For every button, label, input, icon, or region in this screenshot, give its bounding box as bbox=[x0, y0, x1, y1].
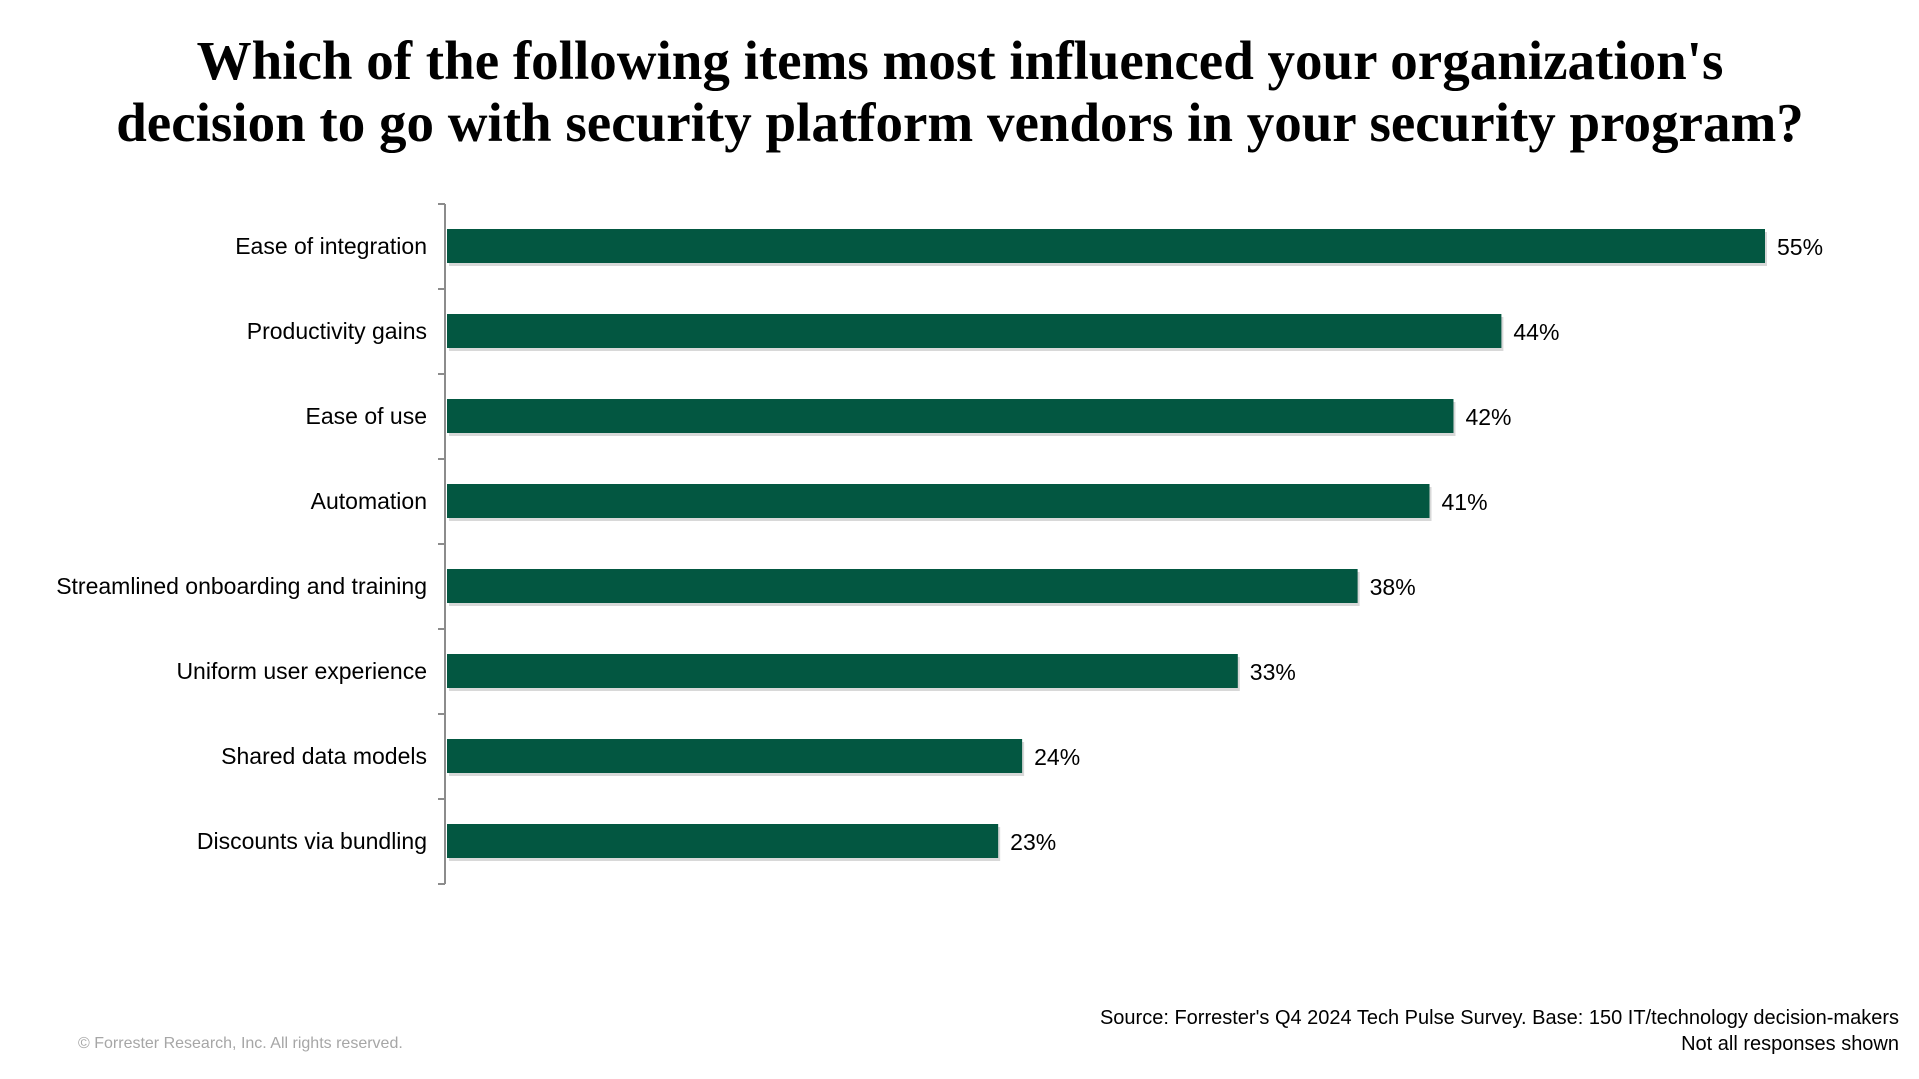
category-label: Streamlined onboarding and training bbox=[56, 573, 427, 599]
category-label: Automation bbox=[311, 488, 427, 514]
category-label: Discounts via bundling bbox=[197, 828, 427, 854]
chart-title-line-1: Which of the following items most influe… bbox=[196, 30, 1724, 91]
category-label: Shared data models bbox=[221, 743, 427, 769]
value-label: 24% bbox=[1034, 744, 1080, 770]
value-label: 23% bbox=[1010, 829, 1056, 855]
bar bbox=[447, 399, 1454, 433]
axis-layer bbox=[438, 203, 446, 885]
bars-layer: Ease of integration 55% Productivity gains… bbox=[56, 229, 1823, 861]
copyright-notice: © Forrester Research, Inc. All rights re… bbox=[78, 1035, 403, 1052]
bar bbox=[447, 314, 1502, 348]
category-label: Ease of use bbox=[306, 403, 427, 429]
chart-title-line-2: decision to go with security platform ve… bbox=[116, 92, 1804, 153]
bar bbox=[447, 739, 1023, 773]
value-label: 44% bbox=[1513, 319, 1559, 345]
category-label: Ease of integration bbox=[235, 233, 427, 259]
category-label: Uniform user experience bbox=[176, 658, 427, 684]
source-note: Source: Forrester's Q4 2024 Tech Pulse S… bbox=[1100, 1005, 1899, 1057]
bar bbox=[447, 654, 1238, 688]
value-label: 41% bbox=[1442, 489, 1488, 515]
responses-note: Not all responses shown bbox=[1681, 1033, 1899, 1055]
source-line: Source: Forrester's Q4 2024 Tech Pulse S… bbox=[1099, 1007, 1899, 1029]
value-label: 33% bbox=[1250, 659, 1296, 685]
bar bbox=[447, 824, 999, 858]
category-label: Productivity gains bbox=[247, 318, 427, 344]
bar bbox=[447, 484, 1430, 518]
value-label: 38% bbox=[1370, 574, 1416, 600]
chart-title: Which of the following items most influe… bbox=[40, 30, 1880, 154]
value-label: 55% bbox=[1777, 234, 1823, 260]
bar bbox=[447, 229, 1765, 263]
bar bbox=[447, 569, 1358, 603]
value-label: 42% bbox=[1465, 404, 1511, 430]
